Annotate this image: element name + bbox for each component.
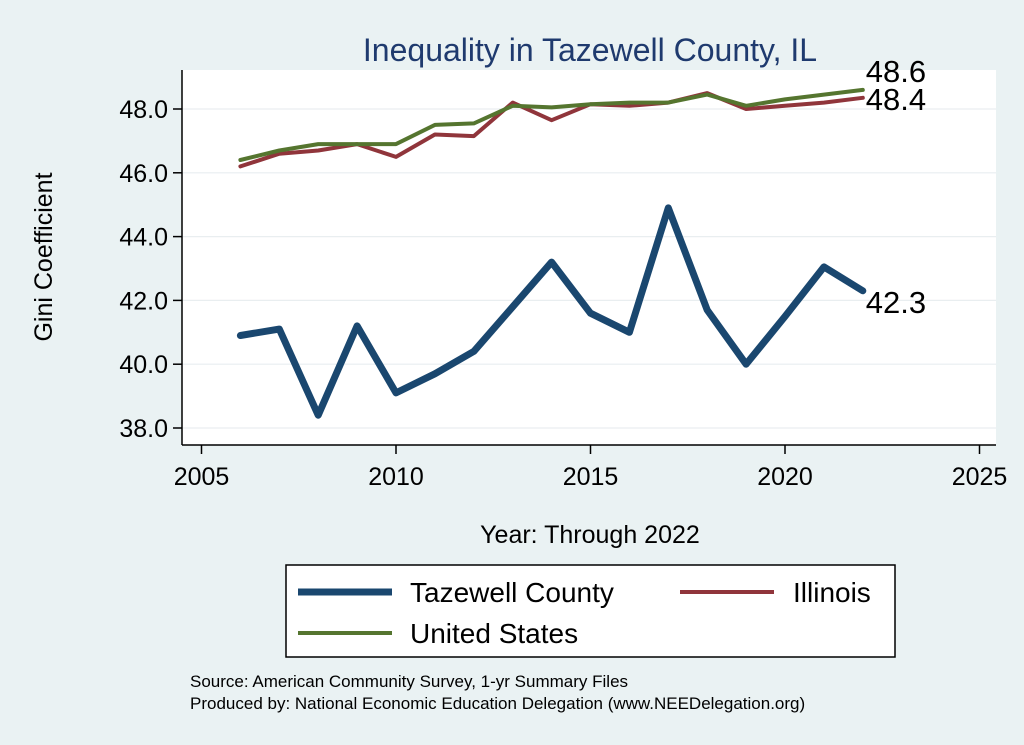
- source-note: Source: American Community Survey, 1-yr …: [190, 672, 628, 691]
- x-axis-ticks: 2005 2010 2015 2020 2025: [174, 445, 1008, 491]
- axes: [181, 70, 996, 446]
- y-tick-label: 40.0: [119, 351, 168, 379]
- grid-lines: [182, 108, 996, 429]
- end-label-illinois: 48.4: [866, 82, 926, 117]
- series-line-united-states: [238, 87, 865, 162]
- plot-area: [182, 70, 996, 445]
- x-tick-label: 2015: [563, 463, 619, 491]
- series-line-tazewell-county: [236, 204, 867, 419]
- y-tick-label: 42.0: [119, 287, 168, 315]
- y-tick-label: 48.0: [119, 96, 168, 124]
- y-tick-label: 38.0: [119, 415, 168, 443]
- chart-title: Inequality in Tazewell County, IL: [363, 32, 817, 68]
- legend-box: [285, 564, 896, 658]
- producer-note: Produced by: National Economic Education…: [190, 694, 805, 713]
- y-tick-label: 46.0: [119, 160, 168, 188]
- legend: Tazewell County Illinois United States: [285, 564, 896, 658]
- y-axis-label: Gini Coefficient: [30, 172, 58, 341]
- x-tick-label: 2020: [757, 463, 813, 491]
- x-tick-label: 2025: [952, 463, 1008, 491]
- end-labels: 42.3 48.448.6: [866, 54, 926, 320]
- x-tick-label: 2005: [174, 463, 230, 491]
- legend-label-united-states: United States: [410, 618, 578, 649]
- y-tick-label: 44.0: [119, 224, 168, 252]
- end-label-united-states: 48.6: [866, 54, 926, 89]
- x-tick-label: 2010: [368, 463, 424, 491]
- legend-label-tazewell-county: Tazewell County: [410, 577, 614, 608]
- y-axis-ticks: 38.0 40.0 42.0 44.0 46.0 48.0: [119, 96, 182, 443]
- series-lines: [236, 87, 867, 419]
- legend-label-illinois: Illinois: [793, 577, 871, 608]
- series-line-illinois: [238, 91, 865, 169]
- x-axis-label: Year: Through 2022: [480, 521, 700, 549]
- end-label-tazewell-county: 42.3: [866, 285, 926, 320]
